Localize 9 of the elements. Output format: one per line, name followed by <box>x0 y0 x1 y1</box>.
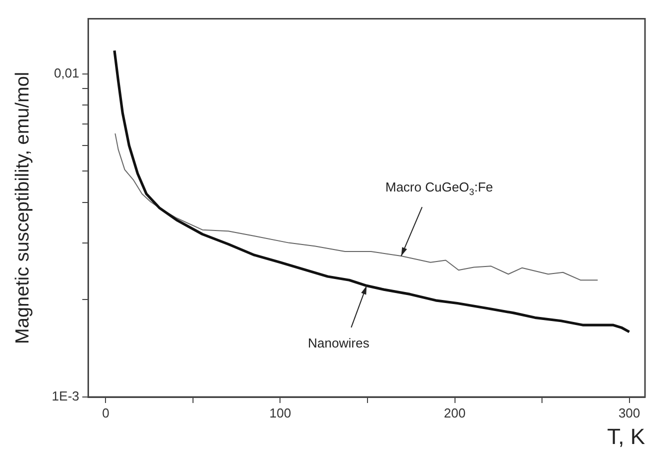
x-axis-title: T, K <box>607 424 646 449</box>
y-tick-label: 0,01 <box>54 65 80 80</box>
y-axis-title: Magnetic susceptibility, emu/mol <box>12 72 34 344</box>
x-tick-label: 200 <box>444 405 466 420</box>
x-tick-label: 100 <box>269 405 292 420</box>
y-tick-label: 1E-3 <box>52 388 80 404</box>
x-tick-label: 300 <box>618 405 640 420</box>
x-tick-label: 0 <box>102 405 110 420</box>
annotation: Nanowires <box>308 335 370 350</box>
